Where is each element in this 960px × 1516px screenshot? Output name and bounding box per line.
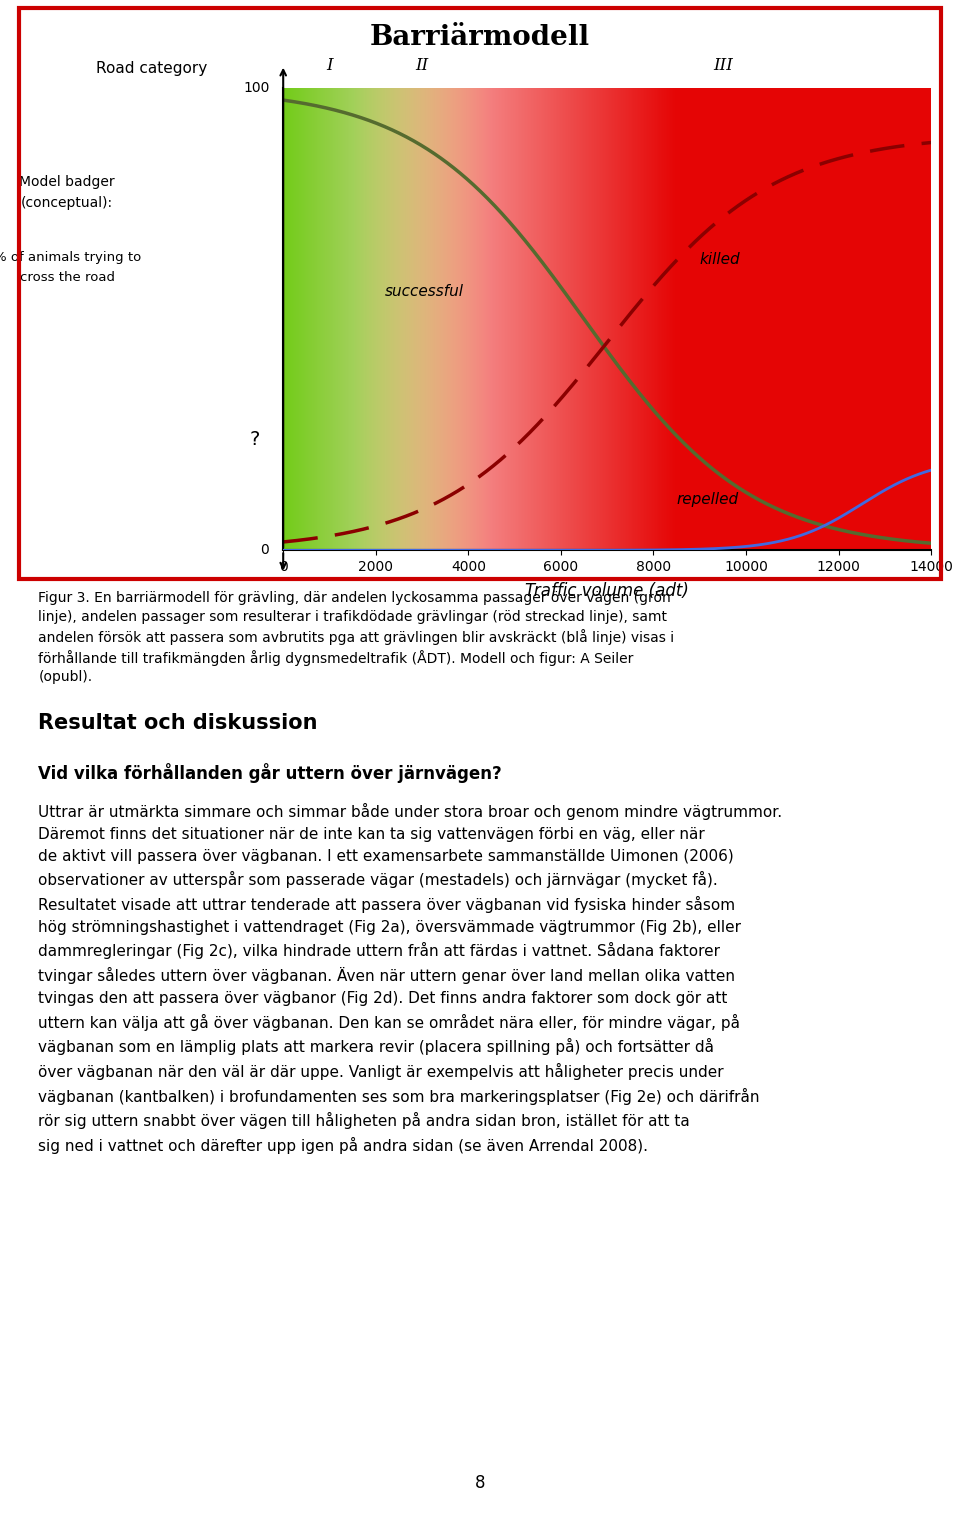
- Text: 100: 100: [243, 80, 270, 96]
- Text: Model badger: Model badger: [19, 174, 115, 190]
- Text: Resultat och diskussion: Resultat och diskussion: [38, 713, 318, 732]
- Text: Barriärmodell: Barriärmodell: [370, 24, 590, 52]
- Text: (conceptual):: (conceptual):: [21, 196, 113, 211]
- Text: % of animals trying to: % of animals trying to: [0, 252, 141, 264]
- Text: cross the road: cross the road: [20, 271, 114, 283]
- Text: 0: 0: [260, 543, 270, 558]
- Text: successful: successful: [385, 283, 464, 299]
- Text: II: II: [416, 56, 429, 74]
- Text: 8: 8: [475, 1474, 485, 1492]
- Text: ?: ?: [250, 431, 259, 449]
- Text: repelled: repelled: [677, 493, 739, 506]
- Text: Figur 3. En barriärmodell för grävling, där andelen lyckosamma passager över väg: Figur 3. En barriärmodell för grävling, …: [38, 591, 675, 684]
- X-axis label: Traffic volume (adt): Traffic volume (adt): [525, 582, 689, 600]
- Text: Uttrar är utmärkta simmare och simmar både under stora broar och genom mindre vä: Uttrar är utmärkta simmare och simmar bå…: [38, 803, 782, 1154]
- Text: killed: killed: [700, 252, 740, 267]
- Text: III: III: [713, 56, 732, 74]
- Text: I: I: [326, 56, 333, 74]
- Text: Vid vilka förhållanden går uttern över järnvägen?: Vid vilka förhållanden går uttern över j…: [38, 763, 502, 782]
- Text: Road category: Road category: [96, 61, 207, 76]
